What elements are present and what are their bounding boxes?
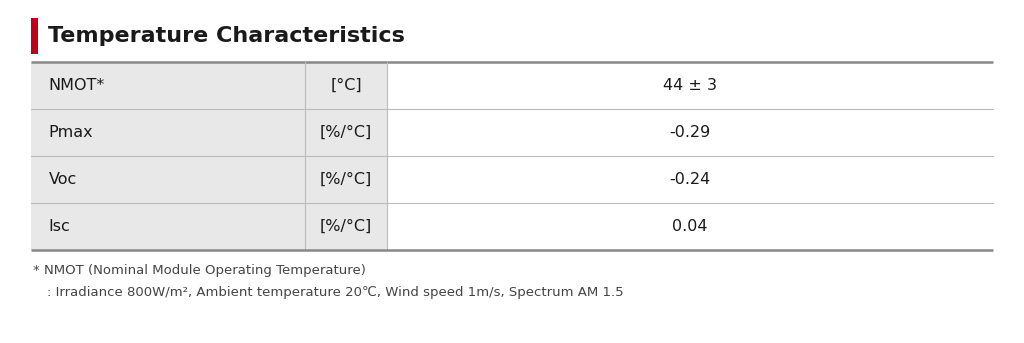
Bar: [31, 203, 387, 250]
Text: [°C]: [°C]: [330, 78, 361, 93]
Bar: [387, 62, 993, 109]
Text: -0.24: -0.24: [670, 172, 711, 187]
Text: Voc: Voc: [49, 172, 77, 187]
Text: Isc: Isc: [49, 219, 71, 234]
Bar: [31, 18, 38, 54]
Bar: [387, 109, 993, 156]
Bar: [31, 109, 387, 156]
Bar: [387, 203, 993, 250]
Text: : Irradiance 800W/m², Ambient temperature 20℃, Wind speed 1m/s, Spectrum AM 1.5: : Irradiance 800W/m², Ambient temperatur…: [47, 286, 624, 299]
Bar: [31, 156, 387, 203]
Text: [%/°C]: [%/°C]: [319, 125, 372, 140]
Text: Pmax: Pmax: [49, 125, 93, 140]
Text: 44 ± 3: 44 ± 3: [664, 78, 717, 93]
Text: NMOT*: NMOT*: [49, 78, 105, 93]
Text: 0.04: 0.04: [673, 219, 708, 234]
Text: Temperature Characteristics: Temperature Characteristics: [48, 26, 404, 46]
Text: -0.29: -0.29: [670, 125, 711, 140]
Bar: [31, 62, 387, 109]
Text: * NMOT (Nominal Module Operating Temperature): * NMOT (Nominal Module Operating Tempera…: [33, 264, 366, 277]
Bar: [387, 156, 993, 203]
Text: [%/°C]: [%/°C]: [319, 219, 372, 234]
Text: [%/°C]: [%/°C]: [319, 172, 372, 187]
